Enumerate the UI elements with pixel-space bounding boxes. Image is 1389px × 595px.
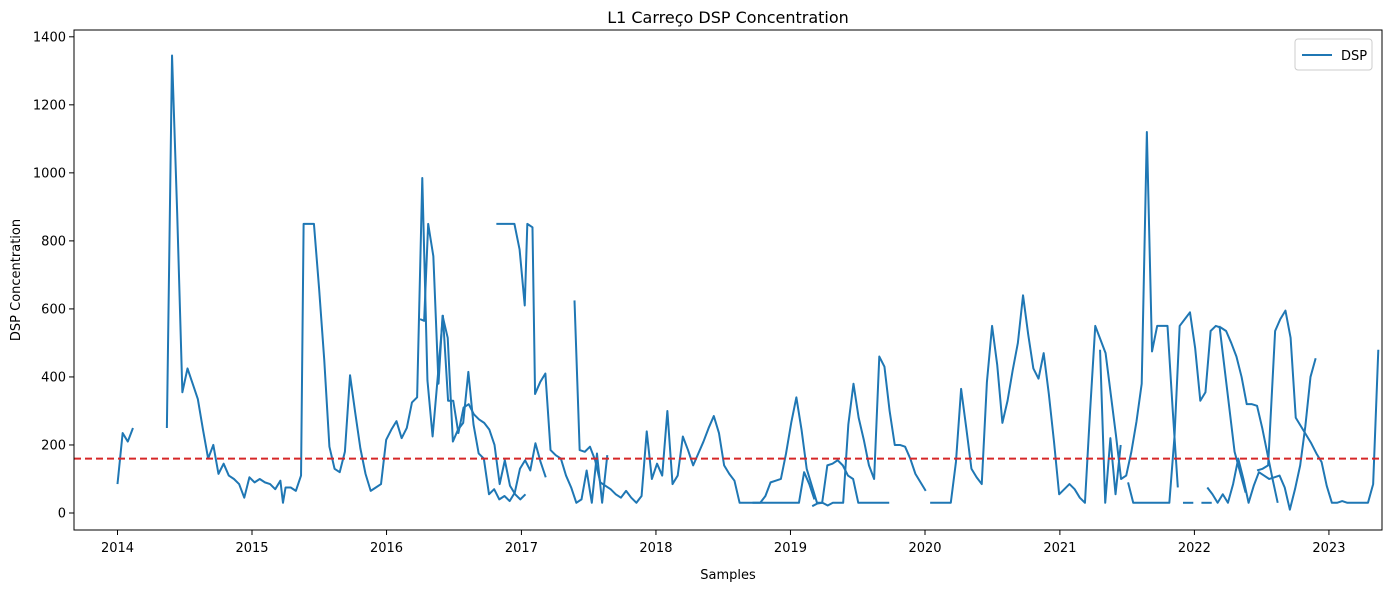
- x-tick-label: 2019: [774, 541, 807, 556]
- y-axis-label: DSP Concentration: [9, 219, 24, 341]
- x-axis: 2014 2015 2016 2017 2018 2019 2020 2021 2022 2023: [101, 530, 1345, 556]
- legend: DSP: [1294, 38, 1373, 71]
- series-line-dsp: [1127, 311, 1279, 504]
- y-tick-label: 1400: [33, 30, 66, 45]
- x-tick-label: 2022: [1178, 541, 1211, 556]
- series-line-dsp: [752, 471, 816, 504]
- y-tick-label: 600: [41, 302, 66, 317]
- y-tick-label: 1200: [33, 98, 66, 113]
- legend-box: [1294, 38, 1373, 71]
- plot-frame: [73, 29, 1383, 531]
- x-tick-label: 2016: [370, 541, 403, 556]
- y-tick-label: 0: [58, 506, 66, 521]
- series-line-dsp: [419, 222, 547, 503]
- series-line-dsp: [1206, 357, 1317, 511]
- y-tick-label: 1000: [33, 166, 66, 181]
- chart-title: L1 Carreço DSP Concentration: [607, 8, 849, 27]
- series-line-dsp: [573, 300, 890, 504]
- series-line-dsp: [811, 355, 927, 508]
- legend-label-dsp: DSP: [1341, 49, 1367, 64]
- x-tick-label: 2023: [1312, 541, 1345, 556]
- series-line-dsp: [930, 131, 1179, 504]
- y-axis: 0 200 400 600 800 1000 1200 1400: [33, 30, 74, 521]
- x-tick-label: 2015: [235, 541, 268, 556]
- x-tick-label: 2014: [101, 541, 134, 556]
- series-line-dsp: [165, 54, 527, 504]
- series-line-dsp: [1099, 349, 1122, 504]
- x-axis-label: Samples: [700, 568, 756, 583]
- y-tick-label: 800: [41, 234, 66, 249]
- series-line-dsp: [116, 427, 134, 485]
- y-tick-label: 400: [41, 370, 66, 385]
- series-line-dsp: [496, 222, 609, 504]
- x-tick-label: 2018: [639, 541, 672, 556]
- x-tick-label: 2020: [908, 541, 941, 556]
- series-line-dsp: [1256, 309, 1380, 504]
- x-tick-label: 2017: [505, 541, 538, 556]
- plot-area: [116, 54, 1380, 511]
- y-tick-label: 200: [41, 438, 66, 453]
- series-line-dsp: [1218, 325, 1247, 493]
- x-tick-label: 2021: [1043, 541, 1076, 556]
